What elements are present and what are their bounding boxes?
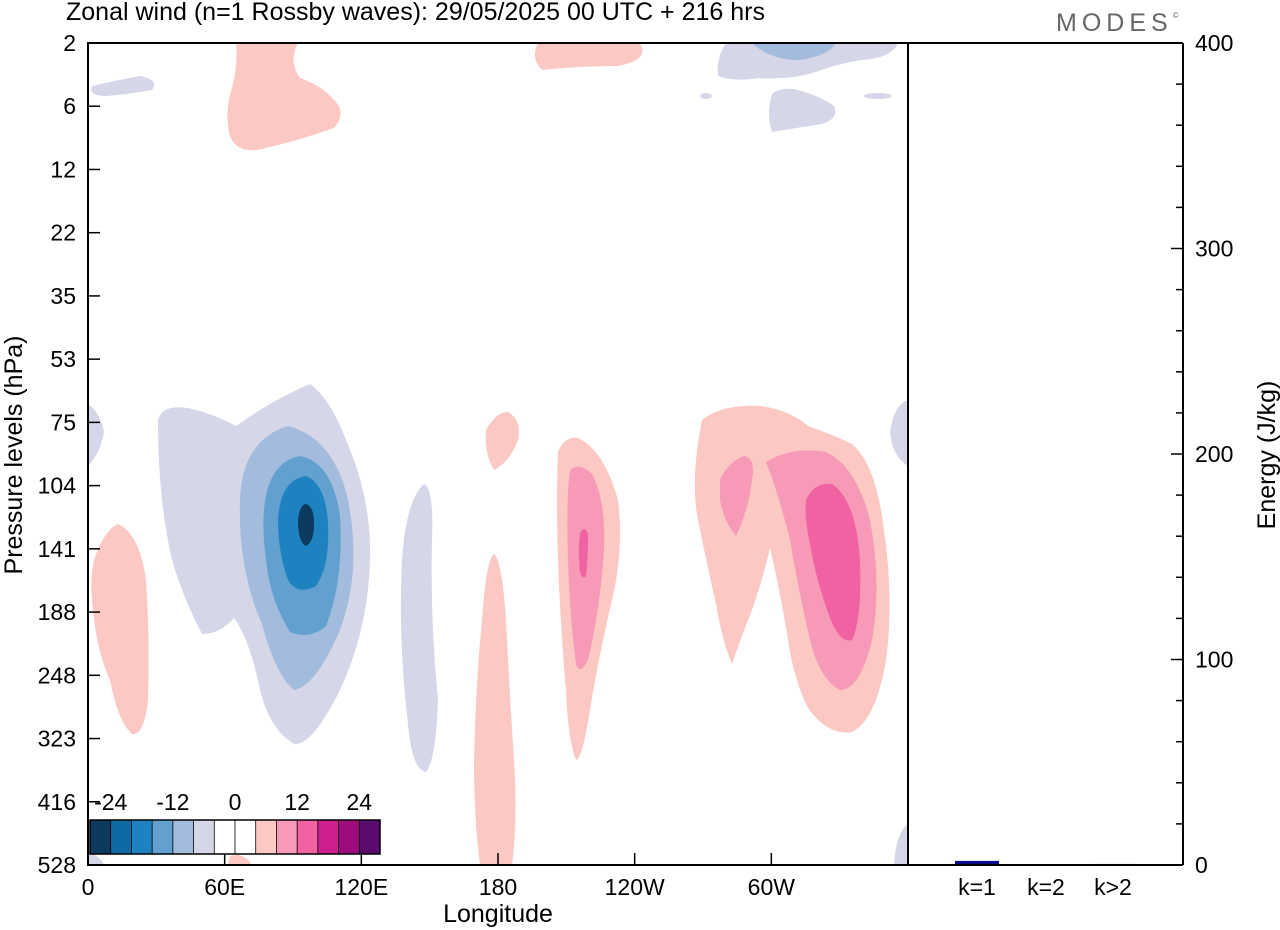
contour-top-neg-c: [769, 88, 836, 132]
y-tick-label: 12: [50, 156, 76, 182]
colorbar-swatch: [152, 820, 174, 854]
contour-pos1-l3: [579, 529, 588, 578]
energy-tick-label: 200: [1195, 441, 1233, 467]
energy-tick-label: 300: [1195, 236, 1233, 262]
contour-pos2-l3: [805, 483, 861, 641]
y-tick-label: 104: [38, 473, 77, 499]
x-tick-label: 180: [479, 874, 517, 900]
y-tick-label: 528: [38, 852, 76, 878]
y-tick-label: 75: [50, 409, 76, 435]
contour-right-neg-bottom: [894, 824, 908, 865]
contour-left-pos: [91, 524, 149, 735]
colorbar-swatch: [90, 820, 112, 854]
colorbar-swatch: [193, 820, 215, 854]
colorbar-swatch: [172, 820, 195, 854]
colorbar-label: 24: [346, 789, 372, 815]
colorbar-swatch: [276, 820, 298, 854]
left-frame: [87, 42, 909, 866]
colorbar-swatch: [317, 820, 340, 854]
chart-title: Zonal wind (n=1 Rossby waves): 29/05/202…: [66, 0, 765, 26]
y-tick-label: 141: [38, 536, 76, 562]
colorbar-label: 0: [229, 789, 242, 815]
y-tick-label: 22: [50, 220, 76, 246]
contour-pos-column: [474, 554, 516, 865]
contour-bottom-neg-a: [88, 852, 104, 865]
colorbar-label: 12: [284, 789, 310, 815]
energy-category-label: k>2: [1094, 874, 1132, 900]
contour-left-neg: [88, 404, 104, 466]
y-tick-label: 6: [63, 93, 76, 119]
colorbar: -24 -12 0 12 24: [89, 789, 381, 855]
contour-top-neg-b: [752, 43, 836, 60]
colorbar-swatch: [214, 820, 236, 854]
contour-top-neg-a: [717, 43, 898, 80]
contour-bottom-pos-a: [228, 855, 252, 865]
contour-pos2-l2-a: [720, 456, 753, 536]
y-tick-label: 323: [38, 726, 76, 752]
y-tick-label: 53: [50, 346, 76, 372]
colorbar-swatch: [359, 820, 381, 854]
colorbar-label: -12: [156, 789, 189, 815]
energy-tick-label: 400: [1195, 30, 1233, 56]
x-tick-label: 0: [82, 874, 95, 900]
energy-category-label: k=1: [958, 874, 996, 900]
brand-text: MODES: [1056, 9, 1173, 37]
contour-pos-small: [485, 412, 519, 470]
energy-category-label: k=2: [1027, 874, 1065, 900]
contour-top-neg-f: [864, 93, 892, 99]
colorbar-label: -24: [94, 789, 127, 815]
colorbar-swatch: [255, 820, 277, 854]
contour-right-neg: [890, 400, 908, 466]
energy-tick-label: 100: [1195, 647, 1233, 673]
colorbar-swatch: [297, 820, 319, 854]
y-tick-label: 2: [63, 30, 76, 56]
contour-top-pos-b: [534, 43, 643, 70]
colorbar-swatch: [110, 820, 132, 854]
x-axis-label: Longitude: [443, 900, 553, 928]
y-tick-label: 188: [38, 599, 76, 625]
brand-mark: ©: [1172, 11, 1179, 20]
x-tick-label: 120E: [334, 874, 388, 900]
y-tick-label: 35: [50, 283, 76, 309]
contour-top-neg-e: [700, 93, 712, 99]
x-tick-label: 120W: [605, 874, 665, 900]
contour-field: [88, 43, 908, 865]
colorbar-swatch: [131, 820, 153, 854]
energy-bar: [955, 860, 999, 865]
energy-axis-label: Energy (J/kg): [1253, 381, 1280, 530]
colorbar-swatch: [338, 820, 360, 854]
y-axis-label: Pressure levels (hPa): [0, 336, 28, 575]
x-tick-label: 60E: [204, 874, 245, 900]
x-tick-label: 60W: [748, 874, 796, 900]
modes-logo: MODES©: [1056, 9, 1179, 38]
contour-mid-neg: [400, 484, 438, 772]
y-tick-label: 416: [38, 789, 76, 815]
contour-top-pos-a: [227, 43, 341, 151]
energy-tick-label: 0: [1195, 852, 1208, 878]
contour-neg-l5: [298, 504, 314, 546]
energy-panel: 0 100 200 300 400 Energy (J/kg) k=1 k=2 k>2: [955, 30, 1280, 900]
contour-top-neg-d: [91, 76, 155, 96]
y-tick-label: 248: [38, 662, 76, 688]
colorbar-swatch: [235, 820, 257, 854]
